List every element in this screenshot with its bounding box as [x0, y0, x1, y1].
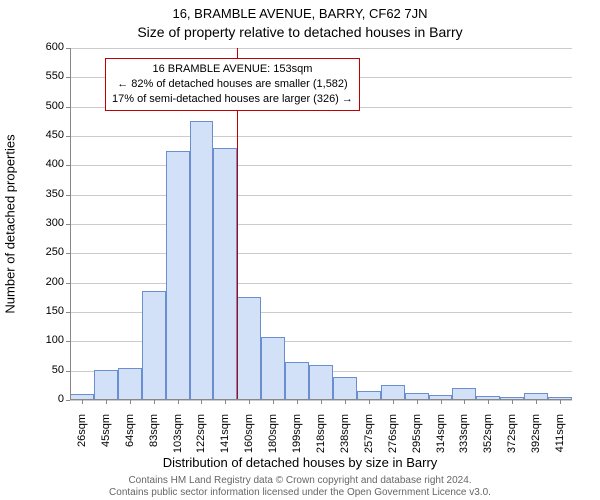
x-tick-mark: [536, 400, 537, 404]
y-tick-label: 200: [24, 276, 64, 288]
x-tick-mark: [249, 400, 250, 404]
x-tick-mark: [106, 400, 107, 404]
histogram-bar: [309, 365, 333, 400]
x-tick-label: 103sqm: [172, 414, 184, 474]
y-tick-mark: [66, 77, 70, 78]
histogram-bar: [166, 151, 190, 400]
x-tick-mark: [464, 400, 465, 404]
y-tick-label: 0: [24, 393, 64, 405]
y-tick-label: 400: [24, 158, 64, 170]
x-tick-label: 333sqm: [458, 414, 470, 474]
x-tick-mark: [393, 400, 394, 404]
x-tick-label: 64sqm: [124, 414, 136, 474]
gridline-h: [70, 48, 572, 49]
y-tick-mark: [66, 312, 70, 313]
y-axis-line: [70, 48, 71, 400]
y-tick-mark: [66, 400, 70, 401]
gridline-h: [70, 165, 572, 166]
annotation-line: 17% of semi-detached houses are larger (…: [112, 92, 353, 107]
histogram-bar: [190, 121, 214, 400]
y-tick-label: 250: [24, 246, 64, 258]
y-tick-label: 500: [24, 100, 64, 112]
x-tick-mark: [178, 400, 179, 404]
x-tick-mark: [201, 400, 202, 404]
chart-title-description: Size of property relative to detached ho…: [0, 24, 600, 40]
chart-container: 16, BRAMBLE AVENUE, BARRY, CF62 7JN Size…: [0, 0, 600, 500]
x-tick-mark: [154, 400, 155, 404]
gridline-h: [70, 195, 572, 196]
x-tick-label: 276sqm: [387, 414, 399, 474]
x-tick-mark: [560, 400, 561, 404]
x-tick-label: 257sqm: [363, 414, 375, 474]
histogram-bar: [237, 297, 261, 400]
y-axis-label: Number of detached properties: [3, 134, 18, 313]
x-tick-label: 238sqm: [339, 414, 351, 474]
x-tick-label: 45sqm: [100, 414, 112, 474]
gridline-h: [70, 253, 572, 254]
x-tick-label: 26sqm: [76, 414, 88, 474]
x-tick-mark: [225, 400, 226, 404]
gridline-h: [70, 283, 572, 284]
y-tick-label: 150: [24, 305, 64, 317]
y-tick-mark: [66, 371, 70, 372]
histogram-bar: [381, 385, 405, 400]
x-tick-mark: [345, 400, 346, 404]
histogram-bar: [333, 377, 357, 400]
x-tick-label: 180sqm: [267, 414, 279, 474]
y-tick-label: 100: [24, 334, 64, 346]
x-tick-label: 372sqm: [506, 414, 518, 474]
y-tick-mark: [66, 107, 70, 108]
histogram-bar: [142, 291, 166, 400]
y-tick-mark: [66, 224, 70, 225]
histogram-bar: [213, 148, 237, 400]
annotation-box: 16 BRAMBLE AVENUE: 153sqm← 82% of detach…: [105, 58, 360, 111]
y-tick-mark: [66, 48, 70, 49]
annotation-line: 16 BRAMBLE AVENUE: 153sqm: [112, 62, 353, 77]
y-tick-mark: [66, 136, 70, 137]
x-tick-mark: [488, 400, 489, 404]
x-tick-mark: [273, 400, 274, 404]
y-tick-mark: [66, 283, 70, 284]
x-tick-label: 352sqm: [482, 414, 494, 474]
y-tick-label: 300: [24, 217, 64, 229]
y-tick-label: 600: [24, 41, 64, 53]
x-tick-mark: [82, 400, 83, 404]
plot-area: 16 BRAMBLE AVENUE: 153sqm← 82% of detach…: [70, 48, 572, 400]
x-tick-label: 218sqm: [315, 414, 327, 474]
y-tick-label: 50: [24, 364, 64, 376]
y-tick-label: 450: [24, 129, 64, 141]
x-tick-mark: [512, 400, 513, 404]
x-tick-mark: [441, 400, 442, 404]
footnote-line-2: Contains public sector information licen…: [0, 487, 600, 498]
x-tick-label: 122sqm: [195, 414, 207, 474]
x-tick-label: 392sqm: [530, 414, 542, 474]
histogram-bar: [285, 362, 309, 400]
gridline-h: [70, 136, 572, 137]
x-tick-mark: [321, 400, 322, 404]
x-tick-label: 199sqm: [291, 414, 303, 474]
footnote-line-1: Contains HM Land Registry data © Crown c…: [0, 475, 600, 486]
x-tick-label: 295sqm: [411, 414, 423, 474]
x-tick-mark: [369, 400, 370, 404]
x-tick-label: 411sqm: [554, 414, 566, 474]
y-tick-mark: [66, 195, 70, 196]
y-tick-mark: [66, 341, 70, 342]
x-tick-mark: [297, 400, 298, 404]
y-tick-label: 350: [24, 188, 64, 200]
chart-title-address: 16, BRAMBLE AVENUE, BARRY, CF62 7JN: [0, 6, 600, 21]
x-tick-label: 83sqm: [148, 414, 160, 474]
histogram-bar: [261, 337, 285, 400]
x-tick-label: 160sqm: [243, 414, 255, 474]
gridline-h: [70, 224, 572, 225]
y-tick-mark: [66, 165, 70, 166]
annotation-line: ← 82% of detached houses are smaller (1,…: [112, 77, 353, 92]
y-tick-label: 550: [24, 70, 64, 82]
histogram-bar: [118, 368, 142, 400]
histogram-bar: [94, 370, 118, 401]
x-tick-mark: [130, 400, 131, 404]
x-tick-label: 141sqm: [219, 414, 231, 474]
x-tick-mark: [417, 400, 418, 404]
x-tick-label: 314sqm: [435, 414, 447, 474]
y-tick-mark: [66, 253, 70, 254]
